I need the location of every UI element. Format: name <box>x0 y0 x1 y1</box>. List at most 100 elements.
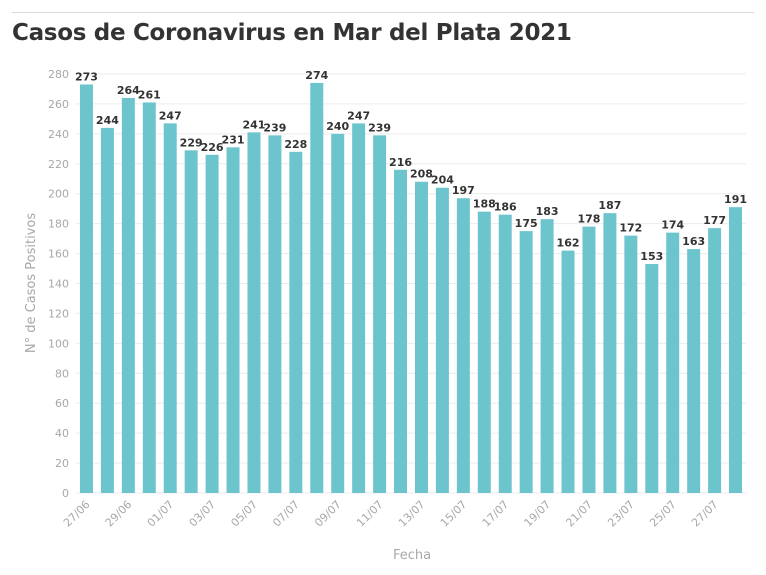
x-tick-label: 27/07 <box>689 498 721 530</box>
data-label: 240 <box>326 120 349 133</box>
data-label: 229 <box>180 136 203 149</box>
y-tick-label: 100 <box>48 337 69 350</box>
data-label: 174 <box>661 219 684 232</box>
data-label: 177 <box>703 214 726 227</box>
bar-07-07 <box>289 151 303 494</box>
bar-13-07 <box>414 181 428 493</box>
bar-21-07 <box>582 226 596 493</box>
bar-24-07 <box>645 264 659 493</box>
bar-19-07 <box>540 219 554 493</box>
x-tick-label: 25/07 <box>647 498 679 530</box>
bar-29-06 <box>121 97 135 493</box>
x-axis-ticks: 27/06 29/06 01/07 03/07 05/07 07/07 09/07 11/07… <box>61 498 721 530</box>
data-label: 239 <box>263 121 286 134</box>
data-label: 226 <box>201 141 224 154</box>
data-label: 175 <box>515 217 538 230</box>
data-label: 273 <box>75 70 98 83</box>
bar-16-07 <box>477 211 491 493</box>
data-label: 172 <box>619 222 642 235</box>
x-tick-label: 19/07 <box>522 498 554 530</box>
data-label: 187 <box>598 199 621 212</box>
data-label: 231 <box>222 133 245 146</box>
data-label: 178 <box>577 213 600 226</box>
x-tick-label: 11/07 <box>354 498 386 530</box>
bar-06-07 <box>268 135 282 493</box>
data-label: 241 <box>242 118 265 131</box>
bar-15-07 <box>456 198 470 494</box>
bars <box>79 82 743 494</box>
data-label: 183 <box>536 205 559 218</box>
bar-12-07 <box>394 169 408 493</box>
data-label: 204 <box>431 174 454 187</box>
x-tick-label: 09/07 <box>312 498 344 530</box>
bar-08-07 <box>310 82 324 493</box>
top-divider <box>12 12 754 13</box>
data-label: 228 <box>284 138 307 151</box>
data-label: 247 <box>159 109 182 122</box>
bar-14-07 <box>435 187 449 493</box>
x-tick-label: 29/06 <box>103 498 135 530</box>
bar-11-07 <box>373 135 387 493</box>
x-tick-label: 07/07 <box>270 498 302 530</box>
data-label: 247 <box>347 109 370 122</box>
bar-22-07 <box>603 213 617 494</box>
chart-title: Casos de Coronavirus en Mar del Plata 20… <box>12 20 572 46</box>
bar-02-07 <box>184 150 198 493</box>
y-tick-label: 140 <box>48 278 69 291</box>
bar-03-07 <box>205 154 219 494</box>
data-label: 191 <box>724 193 747 206</box>
data-label: 244 <box>96 114 119 127</box>
bar-04-07 <box>226 147 240 493</box>
bar-17-07 <box>498 214 512 493</box>
x-tick-label: 03/07 <box>187 498 219 530</box>
bar-01-07 <box>163 123 177 493</box>
data-label: 186 <box>494 201 517 214</box>
y-tick-label: 120 <box>48 307 69 320</box>
x-tick-label: 21/07 <box>563 498 595 530</box>
bar-23-07 <box>624 235 638 493</box>
bar-25-07 <box>666 232 680 493</box>
y-axis-title: N° de Casos Positivos <box>24 213 39 353</box>
bar-28-06 <box>100 127 114 493</box>
bar-10-07 <box>352 123 366 493</box>
x-tick-label: 13/07 <box>396 498 428 530</box>
data-label: 188 <box>473 198 496 211</box>
y-tick-label: 20 <box>55 457 69 470</box>
data-label: 197 <box>452 184 475 197</box>
y-tick-label: 0 <box>62 487 69 500</box>
bar-20-07 <box>561 250 575 493</box>
y-tick-label: 240 <box>48 128 69 141</box>
y-tick-label: 60 <box>55 397 69 410</box>
x-tick-label: 01/07 <box>145 498 177 530</box>
data-label: 274 <box>305 69 328 82</box>
data-label: 163 <box>682 235 705 248</box>
data-label: 216 <box>389 156 412 169</box>
data-label: 264 <box>117 84 140 97</box>
data-label: 261 <box>138 88 161 101</box>
bar-09-07 <box>331 133 345 493</box>
data-label: 162 <box>557 237 580 250</box>
y-tick-label: 200 <box>48 188 69 201</box>
bar-18-07 <box>519 231 533 493</box>
data-label: 208 <box>410 168 433 181</box>
data-label: 153 <box>640 250 663 263</box>
y-tick-label: 260 <box>48 98 69 111</box>
y-tick-label: 280 <box>48 68 69 81</box>
x-tick-label: 27/06 <box>61 498 93 530</box>
bar-27-06 <box>79 84 93 493</box>
y-tick-label: 180 <box>48 218 69 231</box>
bar-30-06 <box>142 102 156 494</box>
data-labels: 2732442642612472292262312412392282742402… <box>75 69 747 263</box>
y-tick-label: 80 <box>55 367 69 380</box>
x-tick-label: 15/07 <box>438 498 470 530</box>
bar-28-07 <box>729 207 743 494</box>
y-tick-label: 160 <box>48 248 69 261</box>
bar-26-07 <box>687 249 701 493</box>
x-tick-label: 23/07 <box>605 498 637 530</box>
bar-27-07 <box>708 228 722 493</box>
y-axis-ticks: 0 20 40 60 80 100 120 140 160 180 200 220 240 260 280 <box>48 68 69 500</box>
y-tick-label: 220 <box>48 158 69 171</box>
x-tick-label: 05/07 <box>228 498 260 530</box>
x-tick-label: 17/07 <box>480 498 512 530</box>
